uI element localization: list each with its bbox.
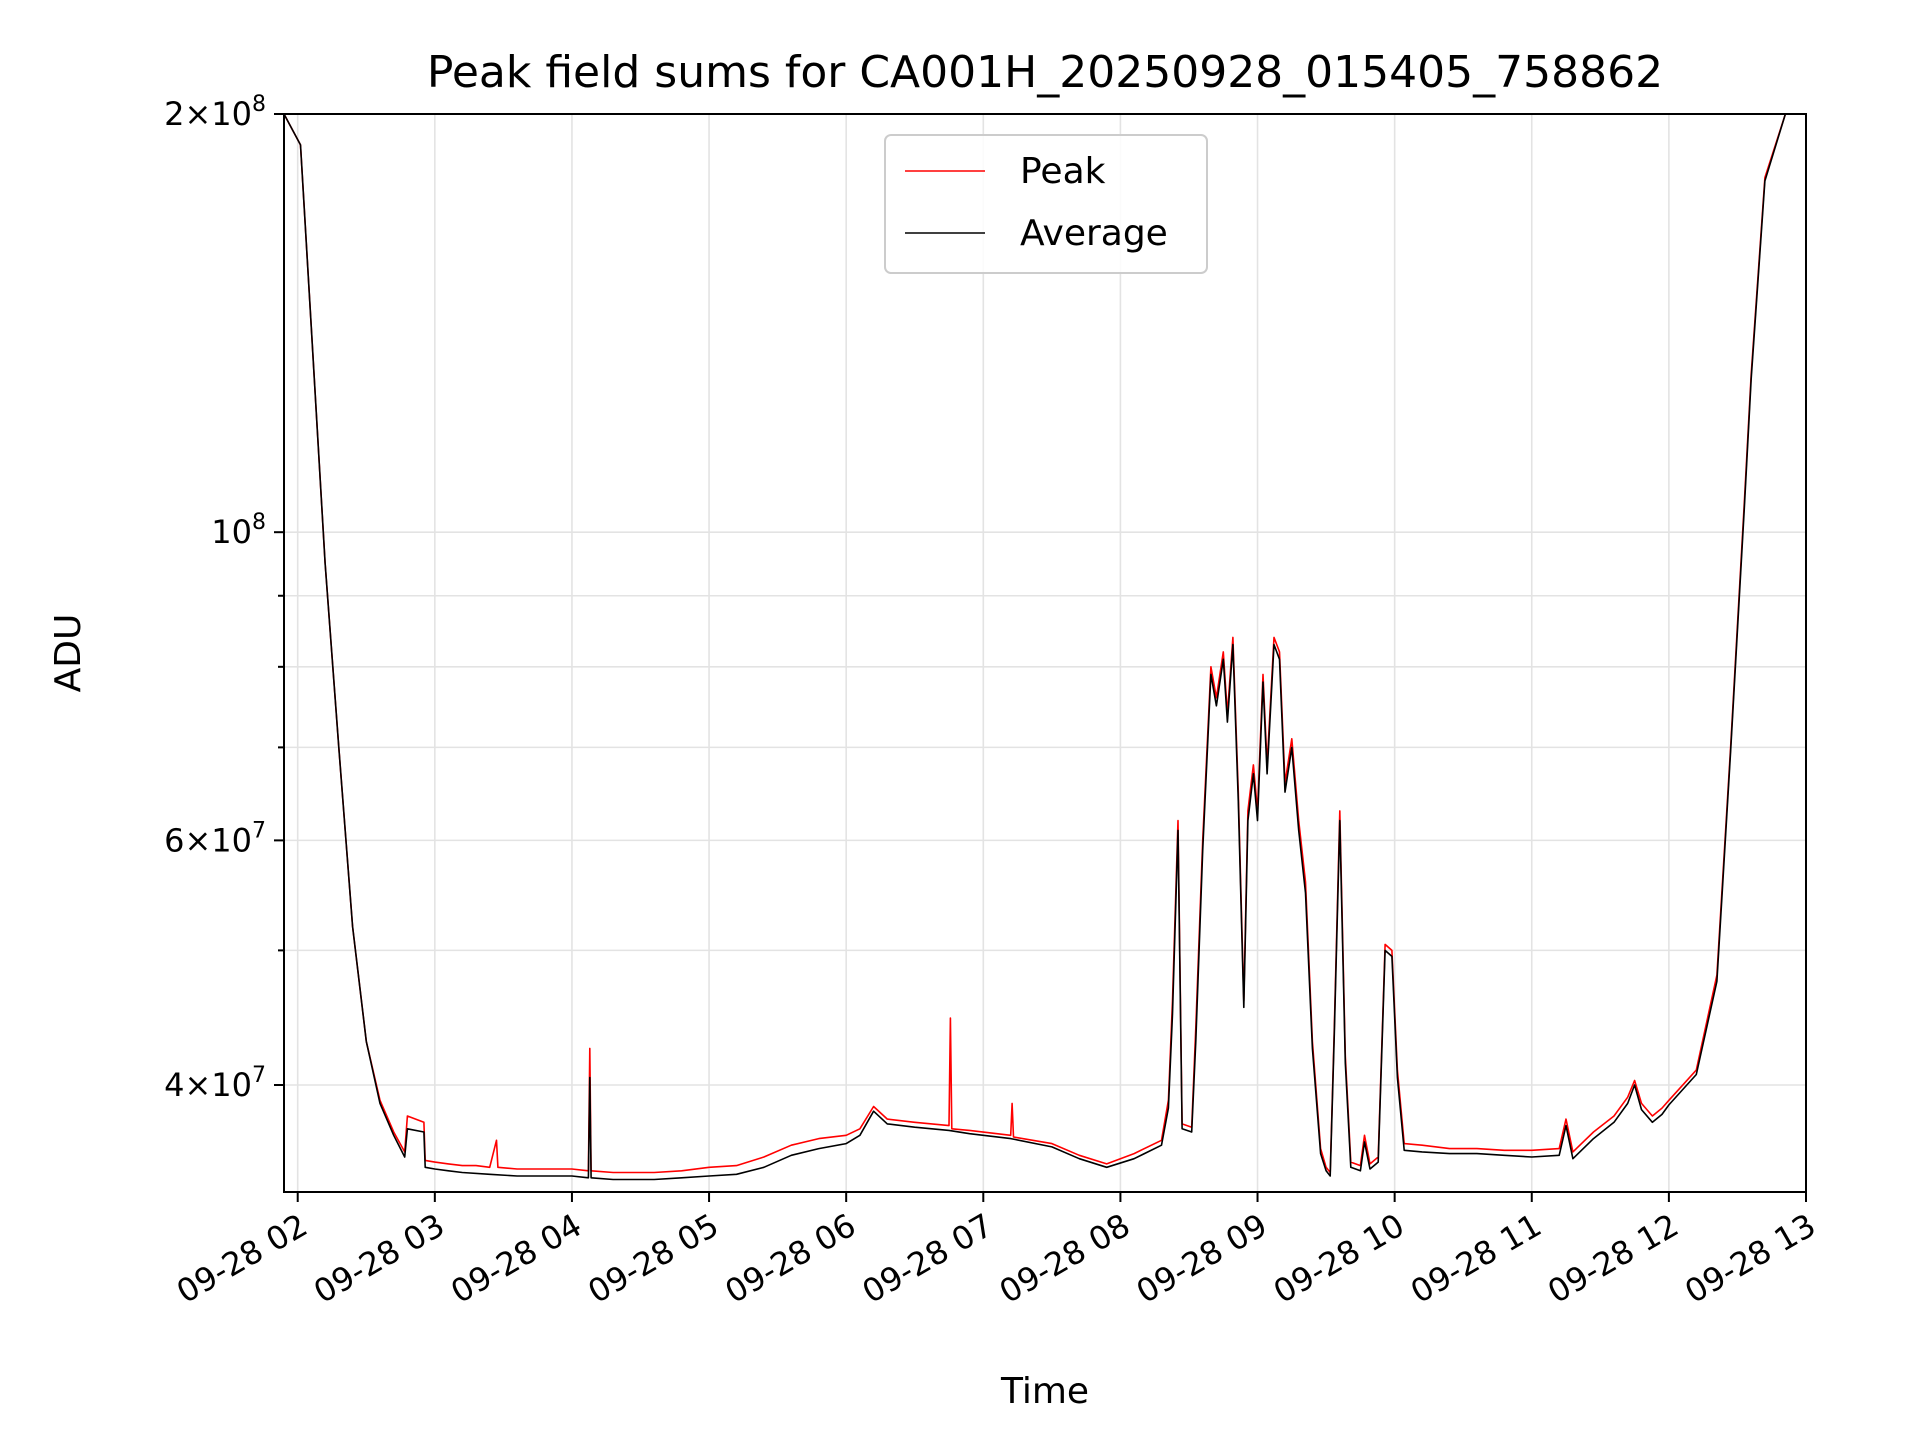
y-tick-label: 108 bbox=[211, 510, 266, 551]
grid-lines bbox=[284, 113, 1807, 1192]
legend-peak-label: Peak bbox=[1020, 151, 1106, 192]
y-tick-label: 6×107 bbox=[164, 818, 266, 859]
y-axis-label: ADU bbox=[48, 614, 89, 693]
x-tick-label: 09-28 08 bbox=[993, 1206, 1137, 1311]
x-tick-label: 09-28 09 bbox=[1130, 1206, 1274, 1311]
plot-area-frame bbox=[283, 113, 1807, 1193]
x-axis-label: Time bbox=[1000, 1371, 1089, 1412]
y-tick-label: 4×107 bbox=[164, 1063, 266, 1104]
chart-title: Peak field sums for CA001H_20250928_0154… bbox=[427, 47, 1663, 98]
series-line-average bbox=[283, 113, 1806, 1181]
legend: Peak Average bbox=[884, 134, 1208, 274]
series-layer bbox=[283, 113, 1806, 1181]
x-tick-label: 09-28 03 bbox=[307, 1206, 451, 1311]
x-tick-label: 09-28 11 bbox=[1404, 1206, 1548, 1311]
x-tick-label: 09-28 07 bbox=[856, 1206, 1000, 1311]
x-tick-label: 09-28 05 bbox=[581, 1206, 725, 1311]
x-tick-label: 09-28 12 bbox=[1541, 1206, 1685, 1311]
x-tick-label: 09-28 10 bbox=[1267, 1206, 1411, 1311]
legend-box bbox=[884, 134, 1208, 274]
legend-average-label: Average bbox=[1020, 213, 1168, 254]
x-tick-label: 09-28 13 bbox=[1678, 1206, 1822, 1311]
x-tick-label: 09-28 02 bbox=[170, 1206, 314, 1311]
y-tick-label: 2×108 bbox=[164, 92, 266, 133]
x-tick-label: 09-28 06 bbox=[719, 1206, 863, 1311]
x-tick-label: 09-28 04 bbox=[444, 1206, 588, 1311]
